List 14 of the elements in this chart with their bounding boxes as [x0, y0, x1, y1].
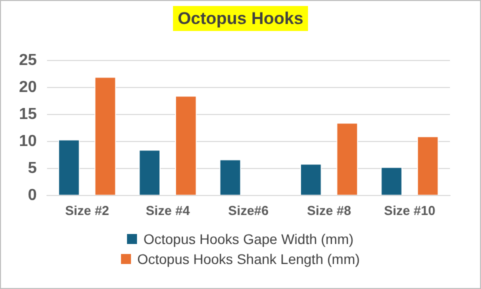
x-tick-label: Size#6 — [228, 202, 269, 218]
x-tick-label: Size #2 — [65, 202, 110, 218]
y-tick-label: 0 — [28, 186, 37, 204]
y-tick-label: 5 — [28, 160, 37, 177]
x-tick-label: Size #4 — [146, 202, 191, 218]
y-tick-label: 25 — [19, 52, 37, 70]
y-tick-label: 10 — [19, 132, 37, 150]
y-tick-label: 15 — [19, 106, 37, 123]
x-tick-label: Size #8 — [306, 202, 352, 218]
legend-label: Octopus Hooks Gape Width (mm) — [143, 231, 354, 247]
x-tick-label: Size #10 — [384, 202, 436, 218]
chart-title: Octopus Hooks — [172, 6, 308, 31]
y-tick-label: 20 — [19, 78, 37, 96]
legend-label: Octopus Hooks Shank Length (mm) — [137, 251, 360, 267]
